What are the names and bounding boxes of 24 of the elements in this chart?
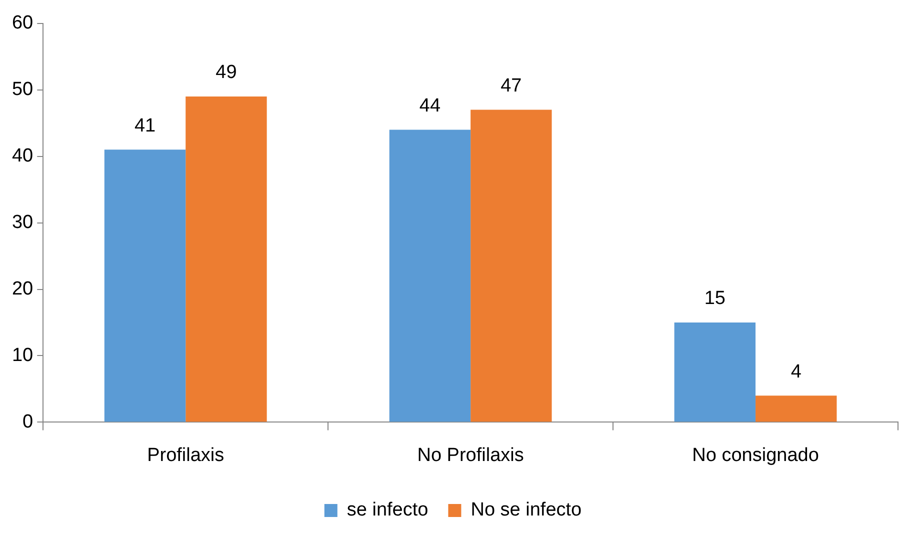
y-tick-label: 0 [22,411,34,432]
y-tick-label: 30 [12,212,34,234]
x-tick-label: No Profilaxis [417,444,524,466]
legend-label: se infecto [346,500,428,521]
data-label: 4 [790,361,802,382]
y-tick-label: 20 [12,278,34,300]
bar [674,322,756,422]
data-label: 44 [419,95,441,116]
y-tick-label: 40 [12,146,34,167]
y-tick-label: 50 [12,79,34,100]
y-tick-label: 60 [12,12,34,34]
bar [389,130,471,422]
legend-label: No se infecto [470,500,582,521]
data-label: 41 [134,115,156,136]
y-tick-label: 10 [12,344,34,366]
bar [470,110,552,422]
data-label: 47 [500,76,522,97]
data-label: 15 [704,288,726,310]
bar [186,96,267,422]
bar [756,396,837,422]
data-label: 49 [216,62,237,84]
x-tick-label: Profilaxis [147,444,224,466]
bar [104,150,186,422]
x-tick-label: No consignado [692,444,819,466]
